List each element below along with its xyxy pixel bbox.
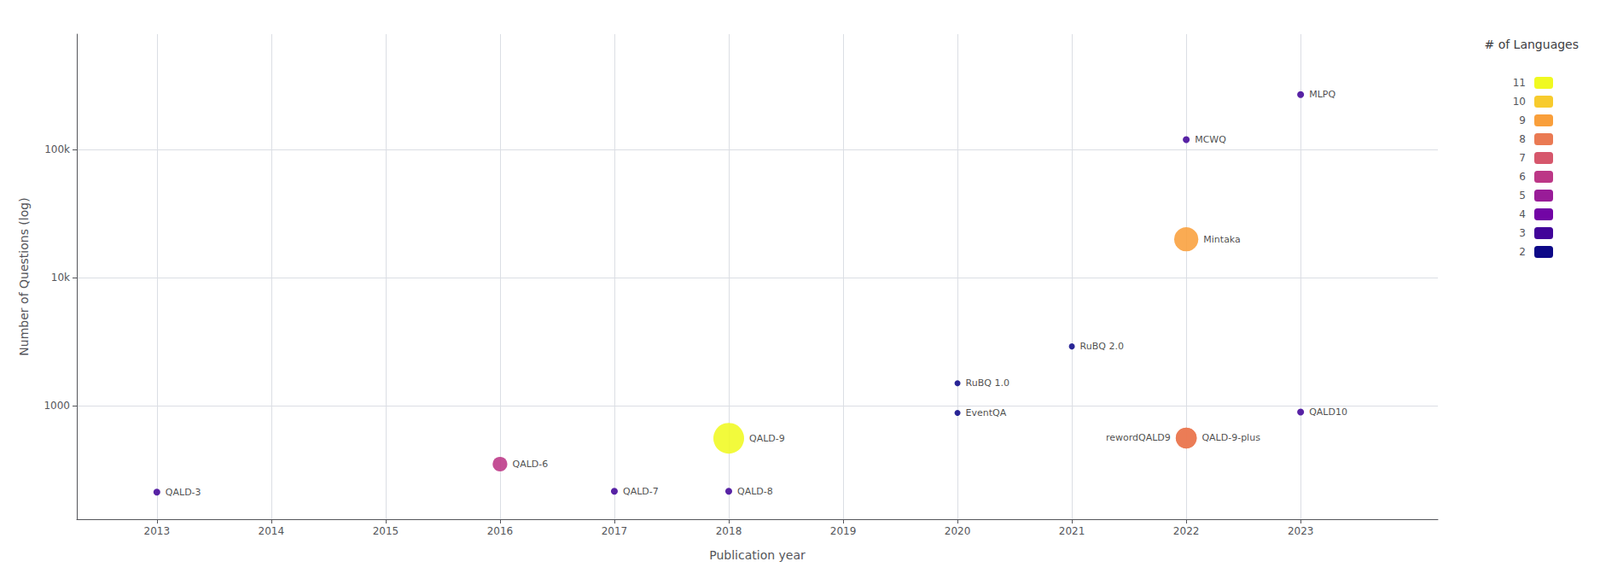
svg-text:8: 8 <box>1518 133 1526 146</box>
svg-text:11: 11 <box>1512 76 1526 89</box>
svg-text:QALD-9: QALD-9 <box>749 432 786 444</box>
svg-text:3: 3 <box>1518 226 1526 239</box>
svg-text:RuBQ 2.0: RuBQ 2.0 <box>1080 340 1124 352</box>
svg-text:RuBQ 1.0: RuBQ 1.0 <box>965 377 1010 389</box>
svg-text:5: 5 <box>1518 189 1526 202</box>
svg-text:2013: 2013 <box>144 524 171 537</box>
svg-text:2017: 2017 <box>601 524 629 537</box>
svg-text:QALD-8: QALD-8 <box>737 485 774 497</box>
svg-text:2021: 2021 <box>1058 524 1086 537</box>
svg-text:10k: 10k <box>51 271 70 284</box>
svg-text:QALD10: QALD10 <box>1309 406 1348 418</box>
svg-text:6: 6 <box>1518 170 1526 183</box>
svg-text:4: 4 <box>1518 208 1526 221</box>
svg-text:QALD-9-plus: QALD-9-plus <box>1201 431 1261 443</box>
svg-text:Number of Questions (log): Number of Questions (log) <box>17 197 31 355</box>
svg-text:2014: 2014 <box>258 524 286 537</box>
svg-text:rewordQALD9: rewordQALD9 <box>1105 431 1171 443</box>
svg-text:QALD-7: QALD-7 <box>622 485 659 497</box>
svg-text:Publication year: Publication year <box>709 547 806 562</box>
svg-text:QALD-3: QALD-3 <box>165 486 202 498</box>
svg-text:2016: 2016 <box>487 524 514 537</box>
svg-text:9: 9 <box>1518 114 1526 127</box>
svg-text:2018: 2018 <box>715 524 743 537</box>
svg-text:7: 7 <box>1518 151 1526 164</box>
svg-text:100k: 100k <box>44 143 70 156</box>
svg-text:2023: 2023 <box>1287 524 1315 537</box>
svg-text:10: 10 <box>1512 95 1526 108</box>
svg-text:2019: 2019 <box>830 524 857 537</box>
svg-text:2022: 2022 <box>1173 524 1200 537</box>
svg-text:MLPQ: MLPQ <box>1309 88 1336 100</box>
svg-text:# of Languages: # of Languages <box>1483 37 1579 52</box>
svg-text:2020: 2020 <box>944 524 972 537</box>
svg-text:1000: 1000 <box>43 399 70 412</box>
svg-text:Mintaka: Mintaka <box>1203 233 1241 245</box>
svg-text:2015: 2015 <box>372 524 400 537</box>
svg-text:2: 2 <box>1518 245 1526 258</box>
svg-text:QALD-6: QALD-6 <box>512 458 549 470</box>
svg-text:EventQA: EventQA <box>965 407 1007 419</box>
svg-text:MCWQ: MCWQ <box>1194 133 1227 146</box>
